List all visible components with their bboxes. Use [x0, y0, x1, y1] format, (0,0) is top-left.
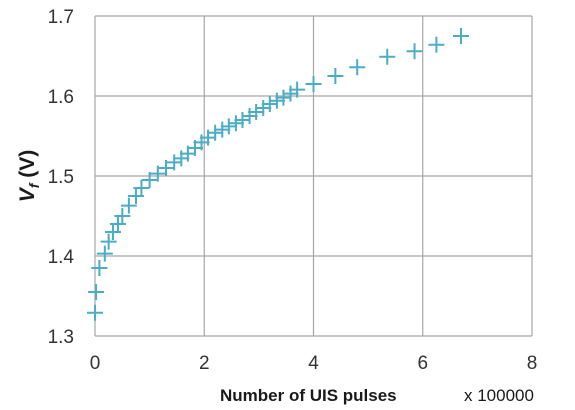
data-point	[87, 304, 103, 321]
y-tick-label: 1.6	[48, 87, 74, 108]
data-point	[214, 121, 231, 138]
data-point	[305, 76, 322, 92]
tick-labels: 0 2 4 6 8 1.3 1.4 1.5 1.6 1.7	[48, 7, 538, 374]
data-point	[282, 85, 299, 102]
x-tick-label: 2	[199, 353, 210, 374]
data-point	[248, 104, 265, 120]
x-axis-label: Number of UIS pulses	[220, 386, 397, 405]
data-point	[349, 59, 366, 76]
data-point	[261, 96, 278, 112]
data-points	[87, 28, 469, 321]
data-point	[166, 154, 183, 171]
data-point	[255, 100, 272, 116]
data-point	[428, 36, 445, 53]
y-tick-label: 1.3	[48, 327, 74, 348]
data-point	[96, 245, 113, 262]
data-point	[91, 260, 108, 276]
x-tick-label: 4	[308, 353, 319, 374]
data-point	[100, 233, 117, 250]
data-point	[327, 68, 344, 84]
data-point	[220, 118, 237, 135]
y-tick-label: 1.4	[48, 247, 75, 268]
x-tick-label: 8	[527, 353, 538, 374]
data-point	[141, 172, 158, 188]
data-point	[275, 89, 292, 106]
x-tick-label: 6	[417, 353, 428, 374]
data-point	[88, 284, 105, 300]
y-tick-label: 1.7	[48, 7, 74, 28]
data-point	[289, 81, 306, 98]
data-point	[114, 208, 131, 224]
data-point	[234, 112, 251, 128]
data-point	[268, 92, 285, 109]
data-point	[241, 108, 258, 124]
data-point	[207, 124, 224, 141]
x-axis-multiplier: x 100000	[464, 386, 534, 405]
x-tick-label: 0	[90, 353, 101, 374]
data-point	[406, 43, 423, 60]
data-point	[379, 48, 396, 65]
y-tick-label: 1.5	[48, 167, 74, 188]
data-point	[120, 197, 137, 214]
data-point	[227, 115, 244, 132]
data-point	[133, 180, 150, 196]
grid	[94, 15, 533, 337]
data-point	[149, 165, 166, 182]
data-point	[452, 28, 469, 44]
y-axis-label: Vf (V)	[16, 150, 42, 203]
data-point	[158, 160, 175, 176]
